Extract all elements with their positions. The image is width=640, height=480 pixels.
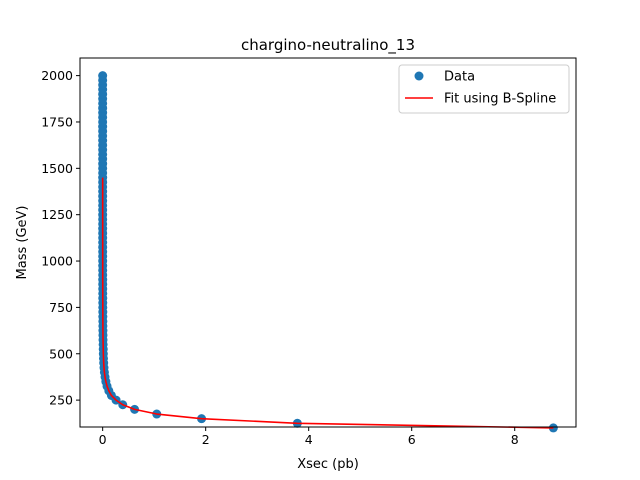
y-tick-label: 1250	[41, 207, 73, 222]
legend-entry-data: Data	[444, 70, 475, 85]
y-tick-label: 2000	[41, 68, 73, 83]
axes-frame	[79, 57, 577, 428]
x-axis: 0 2 4 6 8	[99, 427, 519, 447]
y-tick-label: 750	[49, 300, 73, 315]
x-axis-label: Xsec (pb)	[297, 457, 359, 472]
x-tick-label: 4	[305, 432, 313, 447]
y-axis-label: Mass (GeV)	[15, 206, 30, 280]
plot-area	[98, 71, 558, 433]
y-tick-label: 1000	[41, 254, 73, 269]
y-tick-label: 500	[49, 346, 73, 361]
x-tick-label: 6	[408, 432, 416, 447]
y-tick-label: 1750	[41, 114, 73, 129]
legend-data-marker	[414, 71, 424, 81]
x-tick-label: 0	[99, 432, 107, 447]
y-tick-label: 1500	[41, 161, 73, 176]
x-tick-label: 8	[511, 432, 519, 447]
chart-title: chargino-neutralino_13	[241, 36, 415, 55]
y-axis: 250 500 750 1000 1250 1500 1750 2000	[41, 68, 80, 408]
y-tick-label: 250	[49, 393, 73, 408]
legend-entry-fit: Fit using B-Spline	[444, 92, 556, 107]
legend: Data Fit using B-Spline	[398, 64, 570, 114]
fit-line	[101, 177, 554, 429]
legend-box	[398, 64, 570, 114]
data-point	[98, 71, 108, 81]
x-tick-label: 2	[202, 432, 210, 447]
